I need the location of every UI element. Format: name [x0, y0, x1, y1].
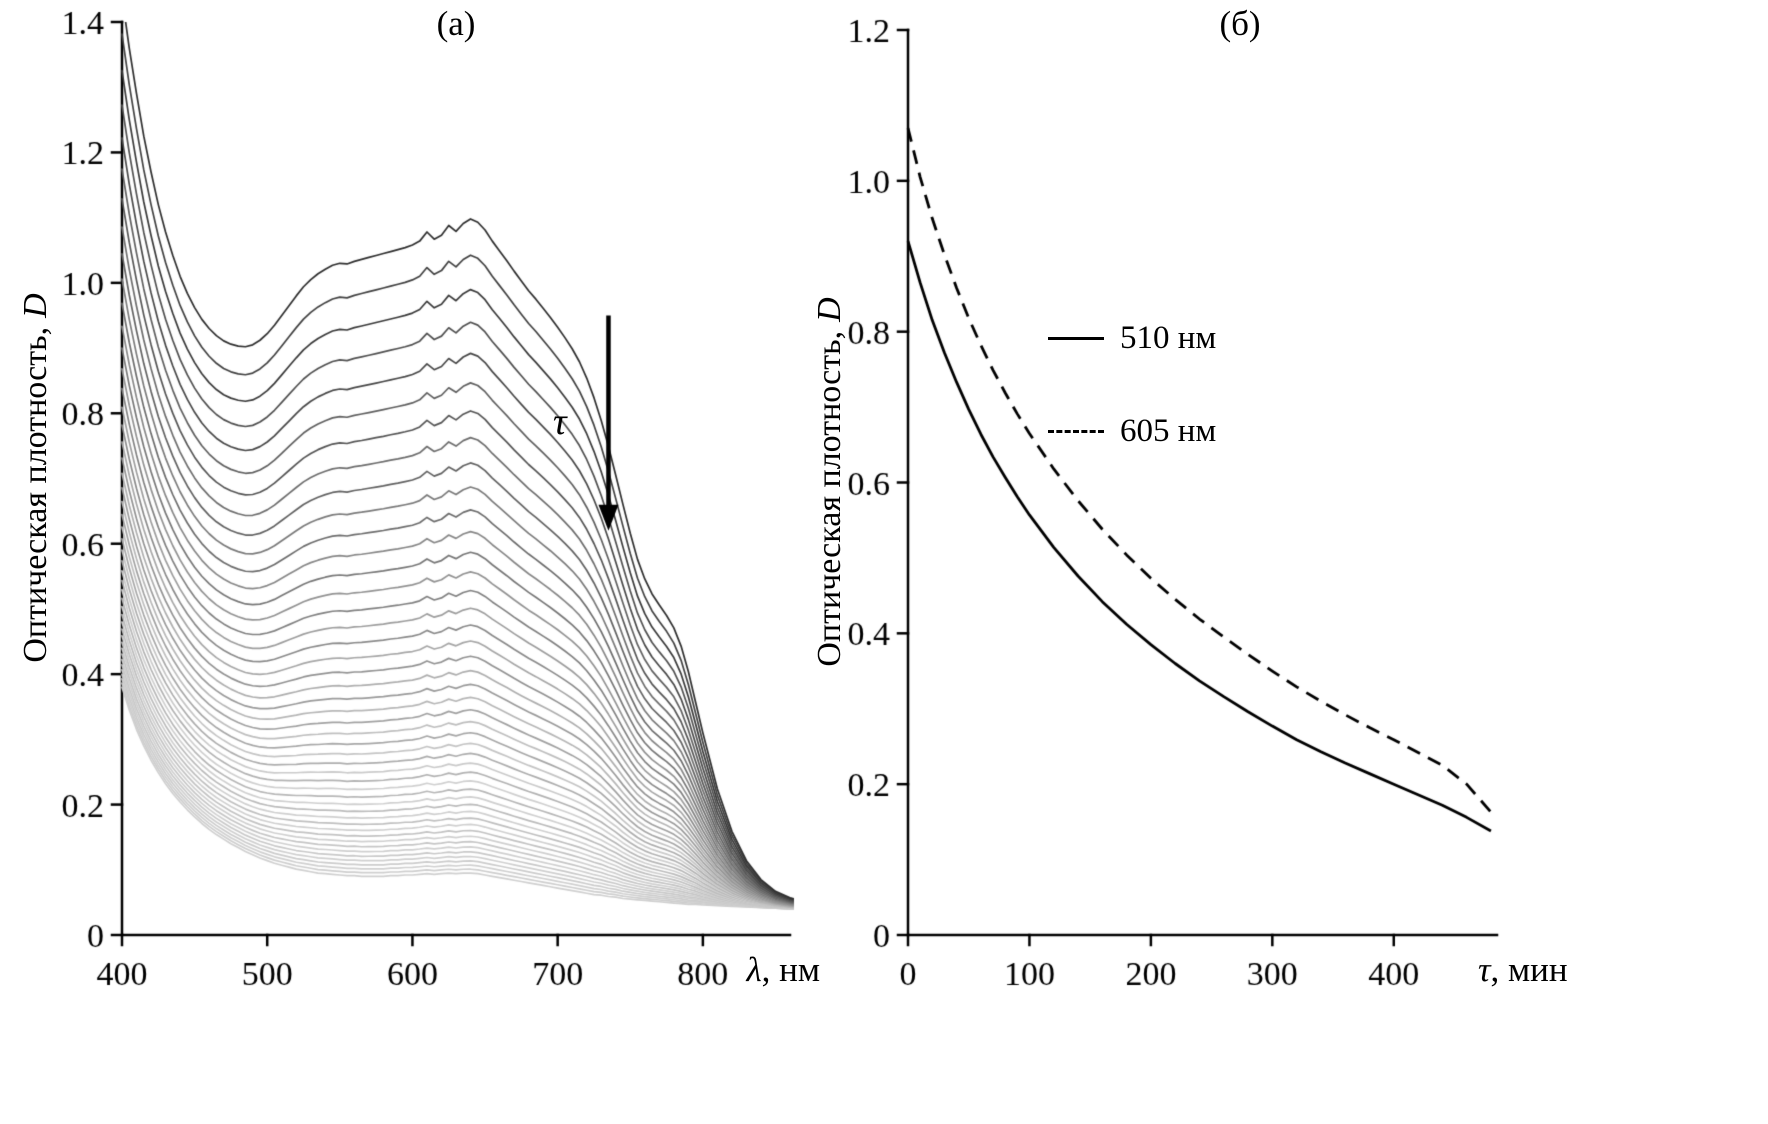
tau-arrow-label: τ	[553, 401, 567, 443]
panel-a-ylabel-text: Оптическая плотность,	[17, 326, 54, 663]
panel-b-ylabel-text: Оптическая плотность,	[811, 330, 848, 667]
panel-a-xlabel: λ, нм	[700, 950, 820, 990]
legend-solid-line-sample	[1048, 336, 1104, 340]
legend-label-510nm: 510 нм	[1120, 320, 1217, 356]
legend-dashed-line-sample	[1048, 429, 1104, 433]
panel-b-xlabel: τ, мин	[1478, 950, 1628, 990]
tau-symbol: τ	[1478, 950, 1491, 989]
lambda-symbol: λ	[746, 950, 762, 989]
panel-a-xlabel-units: , нм	[761, 950, 820, 989]
legend-entry-605nm: 605 нм	[1048, 411, 1216, 451]
legend-entry-510nm: 510 нм	[1048, 318, 1216, 358]
panel-b-ylabel: Оптическая плотность, D	[808, 32, 852, 932]
panel-a-label: (а)	[436, 4, 476, 43]
panel-b-xlabel-units: , мин	[1490, 950, 1568, 989]
panel-b-label: (б)	[1219, 4, 1261, 43]
panel-a-ylabel: Оптическая плотность, D	[14, 28, 58, 928]
legend-label-605nm: 605 нм	[1120, 413, 1217, 449]
panel-a-ylabel-symbol: D	[17, 293, 54, 318]
panel-b-ylabel-symbol: D	[811, 297, 848, 322]
